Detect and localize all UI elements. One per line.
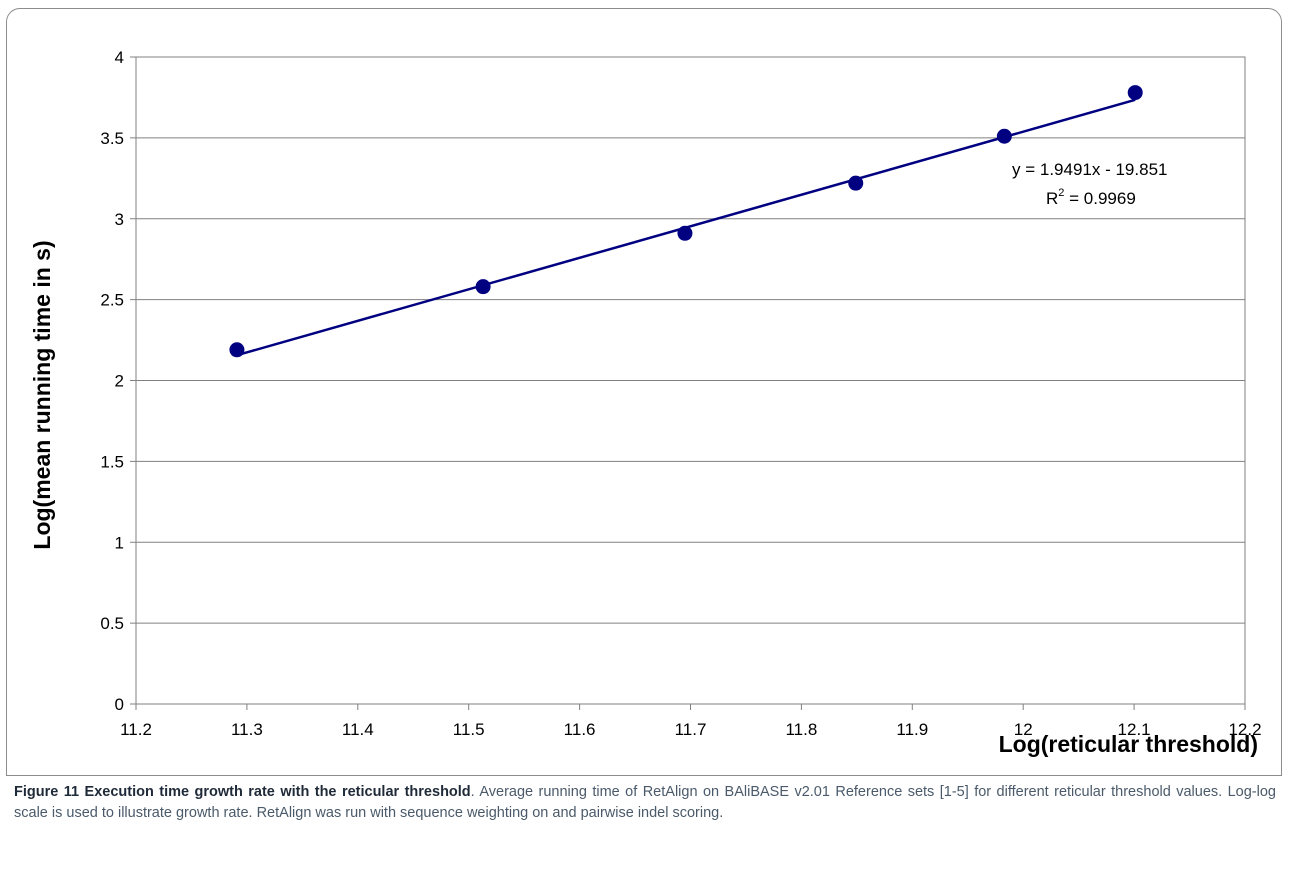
r-squared-label: R2 = 0.9969 [1046,187,1136,208]
data-point [677,225,693,241]
y-tick-label: 1 [115,533,124,552]
data-point [229,342,245,358]
y-tick-label: 0 [115,695,124,714]
caption-label: Figure 11 Execution time growth rate wit… [14,784,471,800]
data-point [996,128,1012,144]
r-squared-superscript: 2 [1058,187,1064,199]
y-tick-label: 2 [115,372,124,391]
x-tick-label: 11.6 [564,720,596,739]
caption-text: . Average running time of RetAlign on BA… [14,784,1276,821]
x-tick-label: 11.8 [785,720,817,739]
x-tick-label: 12.1 [1118,720,1151,739]
x-tick-label: 11.5 [453,720,485,739]
data-point [1127,85,1143,101]
y-tick-label: 3 [115,210,124,229]
r-squared-value: = 0.9969 [1064,189,1135,208]
x-axis-title: Log(reticular threshold) [999,731,1258,757]
figure-frame [6,8,1282,776]
y-axis-title: Log(mean running time in s) [29,240,55,549]
x-tick-label: 11.7 [675,720,707,739]
y-tick-label: 1.5 [100,452,124,471]
y-tick-label: 4 [115,48,124,67]
data-point [475,279,491,295]
figure-caption: Figure 11 Execution time growth rate wit… [14,782,1276,824]
x-tick-label: 11.4 [342,720,374,739]
y-tick-label: 0.5 [100,614,124,633]
grid-lines [136,137,1245,624]
x-tick-label: 11.9 [896,720,928,739]
data-points [229,85,1143,358]
data-point [848,175,864,191]
x-tick-label: 11.2 [120,720,152,739]
r-squared-letter: R [1046,189,1058,208]
x-tick-label: 12.2 [1228,720,1261,739]
y-tick-label: 3.5 [100,129,124,148]
trendline-equation: y = 1.9491x - 19.851 [1012,160,1167,179]
y-tick-label: 2.5 [100,291,124,310]
x-tick-label: 11.3 [231,720,263,739]
x-tick-label: 12 [1014,720,1033,739]
